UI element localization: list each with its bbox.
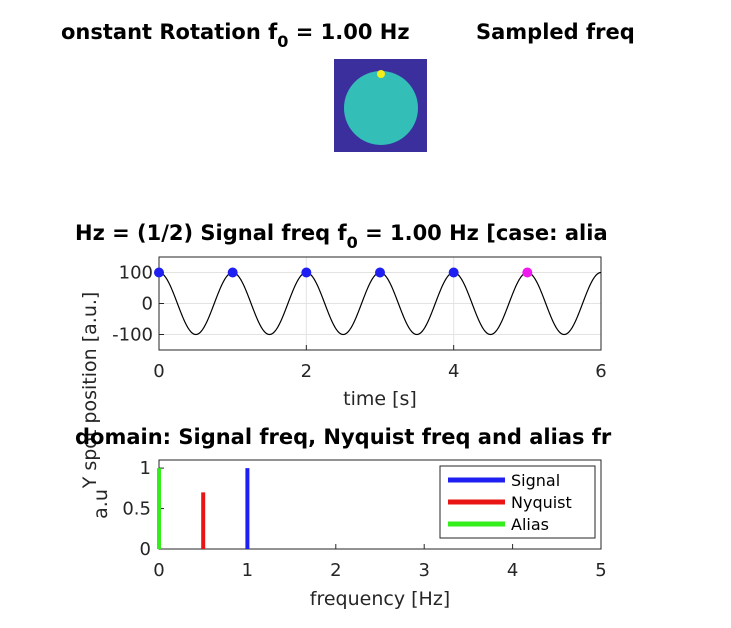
sample-point <box>522 267 533 278</box>
time-plot-title-right: = 1.00 Hz [case: alia <box>358 221 608 245</box>
time-ytick-label: -100 <box>112 325 153 346</box>
top-panel: onstant Rotation f0 = 1.00 Hz Sampled fr… <box>61 20 635 152</box>
time-plot-title-sub: 0 <box>347 233 358 252</box>
time-plot: Hz = (1/2) Signal freq f0 = 1.00 Hz [cas… <box>75 221 608 489</box>
frequency-plot-ticks: 0 1 2 3 4 5 0 0.5 1 <box>122 458 606 581</box>
top-title: onstant Rotation f0 = 1.00 Hz <box>61 20 410 51</box>
freq-xtick-label: 4 <box>507 560 518 581</box>
top-title-right: = 1.00 Hz <box>288 20 409 44</box>
sample-point <box>375 267 385 278</box>
legend-label-signal: Signal <box>511 471 560 490</box>
sample-point <box>227 267 238 278</box>
freq-ytick-label: 0 <box>140 539 151 560</box>
time-plot-title-left: Hz = (1/2) Signal freq f <box>75 221 347 245</box>
time-xtick-label: 4 <box>448 361 459 382</box>
freq-xtick-label: 0 <box>153 560 164 581</box>
top-title-extra: Sampled freq <box>476 20 635 44</box>
freq-xtick-label: 3 <box>418 560 429 581</box>
sample-point <box>448 267 459 278</box>
disk-spot <box>377 70 385 78</box>
frequency-plot: domain: Signal freq, Nyquist freq and al… <box>75 425 612 610</box>
time-xtick-label: 6 <box>595 361 606 382</box>
frequency-plot-title: domain: Signal freq, Nyquist freq and al… <box>75 425 612 449</box>
rotating-disk <box>344 71 418 145</box>
frequency-plot-ylabel: a.u <box>90 489 112 519</box>
frequency-plot-xlabel: frequency [Hz] <box>310 588 450 610</box>
time-ytick-label: 100 <box>119 263 153 284</box>
time-plot-title: Hz = (1/2) Signal freq f0 = 1.00 Hz [cas… <box>75 221 608 252</box>
legend: Signal Nyquist Alias <box>439 465 596 539</box>
freq-xtick-label: 1 <box>242 560 253 581</box>
time-xtick-label: 0 <box>153 361 164 382</box>
time-xtick-label: 2 <box>301 361 312 382</box>
freq-xtick-label: 5 <box>595 560 606 581</box>
time-plot-xlabel: time [s] <box>343 388 417 410</box>
time-ytick-label: 0 <box>142 294 153 315</box>
sample-markers <box>154 267 533 278</box>
top-title-left: onstant Rotation f <box>61 20 278 44</box>
freq-ytick-label: 0.5 <box>122 499 151 520</box>
frequency-bars <box>157 468 250 549</box>
sample-point <box>301 267 312 278</box>
legend-label-alias: Alias <box>511 515 549 534</box>
legend-label-nyquist: Nyquist <box>511 493 572 512</box>
top-title-sub: 0 <box>277 32 288 51</box>
freq-xtick-label: 2 <box>330 560 341 581</box>
time-plot-ylabel: Y spot position [a.u.] <box>79 292 101 490</box>
freq-ytick-label: 1 <box>140 458 151 479</box>
sample-point <box>154 267 164 278</box>
